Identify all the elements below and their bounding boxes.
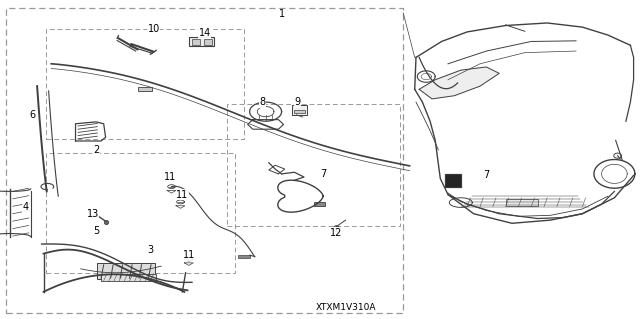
Bar bbox=[189, 37, 214, 46]
Bar bbox=[227, 104, 400, 226]
Text: 13: 13 bbox=[86, 209, 99, 219]
Text: 14: 14 bbox=[198, 28, 211, 39]
Polygon shape bbox=[419, 67, 499, 99]
Bar bbox=[97, 263, 155, 279]
Bar bbox=[204, 39, 212, 45]
Bar bbox=[506, 199, 538, 206]
Bar bbox=[6, 8, 403, 313]
Bar bbox=[46, 153, 235, 273]
Bar bbox=[46, 29, 244, 139]
Text: 8: 8 bbox=[259, 97, 266, 107]
Text: 11: 11 bbox=[163, 172, 176, 182]
Bar bbox=[314, 202, 325, 206]
Bar bbox=[101, 274, 156, 281]
Bar bbox=[294, 110, 305, 113]
Text: XTXM1V310A: XTXM1V310A bbox=[316, 303, 376, 312]
Text: 10: 10 bbox=[147, 24, 160, 34]
Bar bbox=[192, 39, 200, 45]
Text: 7: 7 bbox=[320, 169, 326, 179]
Text: 12: 12 bbox=[330, 228, 342, 238]
Text: 9: 9 bbox=[294, 97, 301, 107]
Text: 6: 6 bbox=[29, 110, 35, 120]
Bar bbox=[138, 87, 152, 91]
Bar bbox=[445, 174, 461, 187]
Text: 5: 5 bbox=[93, 226, 99, 236]
Bar bbox=[292, 105, 307, 115]
Text: 2: 2 bbox=[93, 145, 99, 155]
Text: 7: 7 bbox=[483, 170, 490, 181]
Bar bbox=[238, 255, 250, 258]
Text: 11: 11 bbox=[176, 189, 189, 200]
Text: 4: 4 bbox=[22, 202, 29, 212]
Text: 1: 1 bbox=[278, 9, 285, 19]
Text: 3: 3 bbox=[147, 245, 154, 256]
Text: 11: 11 bbox=[182, 250, 195, 260]
